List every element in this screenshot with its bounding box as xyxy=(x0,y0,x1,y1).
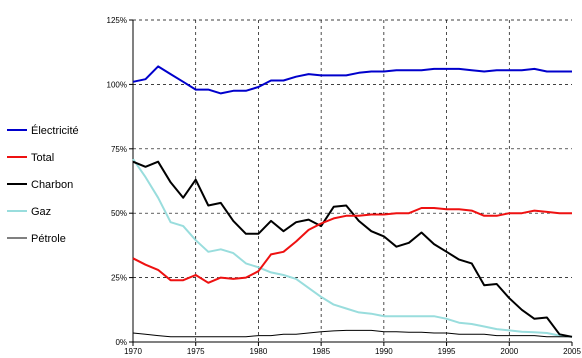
y-tick-label: 50% xyxy=(111,209,127,218)
x-tick-label: 1995 xyxy=(438,347,456,356)
y-tick-label: 75% xyxy=(111,145,127,154)
legend-label: Électricité xyxy=(31,124,79,137)
legend-label: Pétrole xyxy=(31,233,66,245)
series-line-3 xyxy=(132,160,573,338)
x-tick-label: 1970 xyxy=(124,347,142,356)
y-tick-label: 25% xyxy=(111,274,127,283)
y-tick-label: 0% xyxy=(115,338,127,347)
x-tick-label: 1985 xyxy=(312,347,330,356)
y-tick-label: 100% xyxy=(107,80,127,89)
series-line-5 xyxy=(132,329,572,338)
tick-labels: 0% 25% 50% 75% 100% 125% 1970 1975 1980 1985 1990 1… xyxy=(107,16,582,356)
legend-label: Total xyxy=(31,152,54,164)
grid-lines xyxy=(133,19,572,342)
series-lines xyxy=(132,65,573,338)
series-line-4 xyxy=(132,158,573,338)
x-tick-label: 1975 xyxy=(187,347,205,356)
axes xyxy=(129,19,573,346)
x-tick-label: 1990 xyxy=(375,347,393,356)
x-tick-label: 1980 xyxy=(250,347,268,356)
y-tick-label: 125% xyxy=(107,16,127,25)
x-tick-label: 2005 xyxy=(563,347,581,356)
series-line-2 xyxy=(132,207,572,284)
legend: Électricité Total Charbon Gaz Pétrole xyxy=(7,124,79,245)
legend-label: Charbon xyxy=(31,179,73,191)
series-line-1 xyxy=(132,65,572,95)
x-tick-label: 2000 xyxy=(500,347,518,356)
legend-label: Gaz xyxy=(31,206,51,218)
